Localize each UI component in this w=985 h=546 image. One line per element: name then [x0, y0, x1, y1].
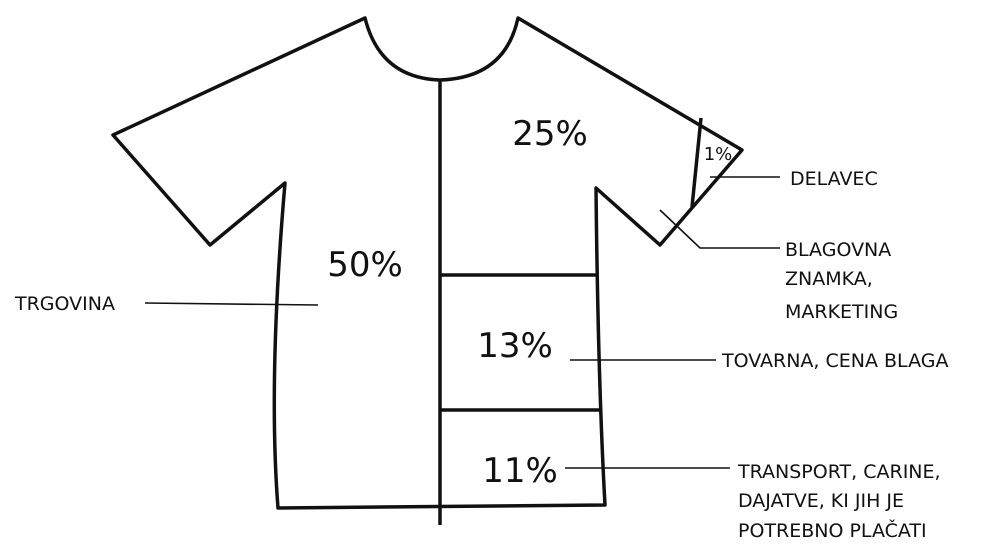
percent: 25% — [512, 114, 588, 154]
percent: 1% — [704, 144, 733, 165]
page: {"segments": [ {"value": "50%", "label":… — [0, 0, 985, 546]
percent: 11% — [482, 451, 558, 491]
label: DELAVEC — [790, 168, 878, 190]
divider — [692, 118, 701, 207]
percent: 50% — [327, 245, 403, 285]
label: BLAGOVNA — [785, 239, 891, 261]
label: DAJATVE, KI JIH JE — [738, 490, 904, 512]
label: POTREBNO PLAČATI — [738, 518, 927, 542]
label: TRGOVINA — [14, 293, 115, 315]
label: MARKETING — [785, 301, 898, 323]
label: ZNAMKA, — [785, 268, 873, 290]
label: TRANSPORT, CARINE, — [737, 461, 941, 483]
percent: 13% — [477, 326, 553, 366]
leader-line — [660, 210, 780, 248]
shirt-diagram: 50% 25% 1% 13% 11% TRGOVINA BLAGOVNA ZNA… — [0, 0, 985, 546]
leader-line — [145, 303, 318, 305]
shirt-outline — [113, 18, 742, 508]
label: TOVARNA, CENA BLAGA — [721, 350, 948, 372]
